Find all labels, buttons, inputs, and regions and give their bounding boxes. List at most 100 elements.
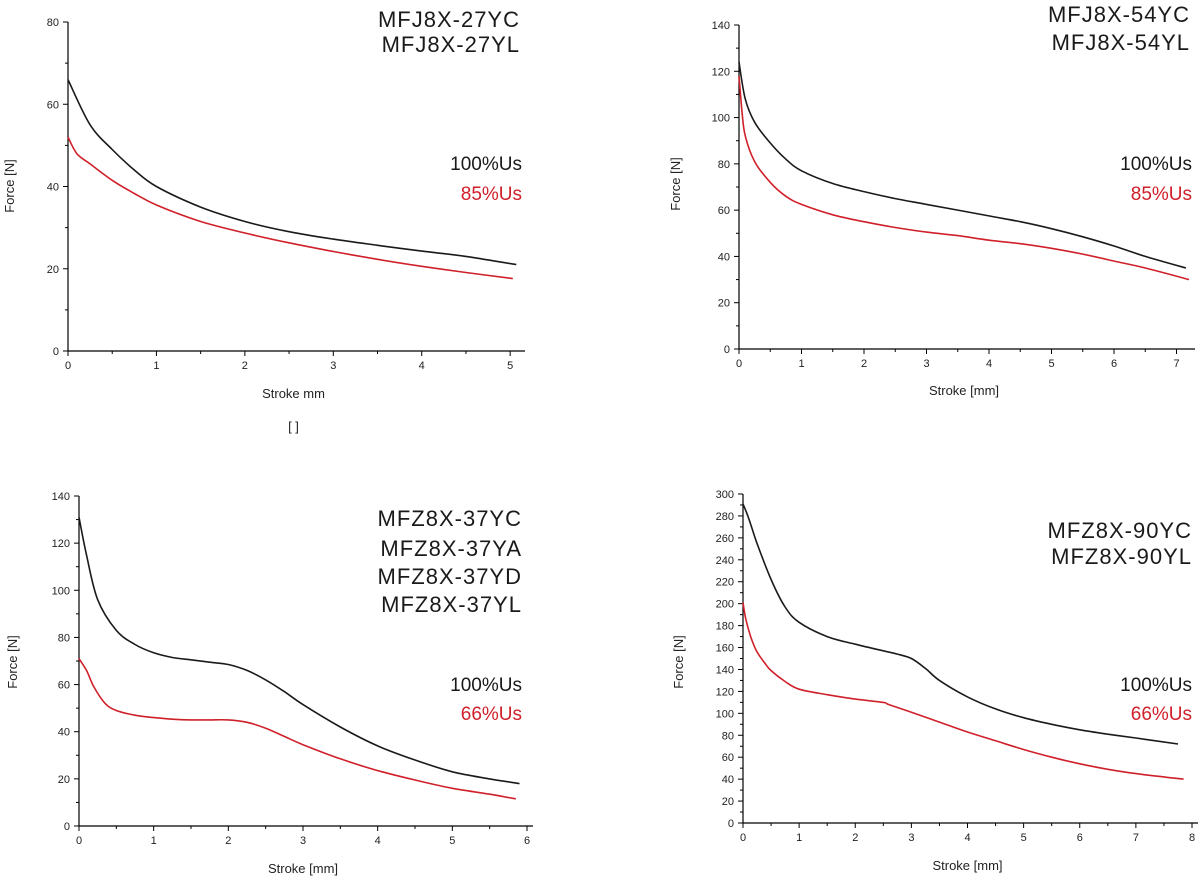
y-tick-label: 20 (722, 796, 734, 808)
x-tick-label: 3 (923, 358, 929, 370)
x-tick-label: 6 (524, 835, 530, 847)
x-axis-label: Stroke [mm] (929, 383, 999, 398)
x-tick-label: 5 (507, 360, 513, 372)
y-axis-label: Force [N] (2, 159, 17, 212)
y-tick-label: 160 (716, 643, 734, 655)
y-tick-label: 60 (718, 205, 730, 217)
x-tick-label: 4 (964, 832, 970, 844)
chart-panel-4: 0 1 2 3 4 5 6 7 80204060801001201401601802002202… (671, 489, 1198, 873)
y-tick-label: 100 (716, 708, 734, 720)
legend-label-1: 100%Us (450, 675, 522, 696)
x-tick-label: 4 (986, 358, 992, 370)
y-tick-label: 80 (47, 17, 59, 29)
x-tick-label: 4 (375, 835, 381, 847)
y-tick-label: 120 (52, 538, 70, 550)
x-tick-label: 7 (1133, 832, 1139, 844)
x-tick-label: 1 (798, 358, 804, 370)
series-line-2 (78, 658, 516, 800)
y-tick-label: 20 (58, 774, 70, 786)
y-tick-label: 120 (712, 66, 730, 78)
y-tick-label: 60 (722, 752, 734, 764)
series-line-2 (738, 75, 1190, 281)
y-tick-label: 240 (716, 555, 734, 567)
model-name: MFZ8X-37YD (378, 564, 522, 589)
y-tick-label: 120 (716, 686, 734, 698)
x-axis-label: Stroke [mm] (932, 858, 1002, 873)
series-line-1 (78, 517, 520, 785)
legend-label-1: 100%Us (1120, 675, 1192, 696)
x-tick-label: 6 (1077, 832, 1083, 844)
y-tick-label: 0 (728, 818, 734, 830)
y-tick-label: 100 (712, 113, 730, 125)
y-tick-label: 60 (58, 680, 70, 692)
y-tick-label: 60 (47, 99, 59, 111)
model-name: MFZ8X-37YA (380, 536, 522, 561)
y-tick-label: 100 (52, 585, 70, 597)
model-name: MFJ8X-27YC (378, 7, 520, 32)
legend-label-2: 85%Us (1131, 184, 1192, 205)
x-tick-label: 5 (1048, 358, 1054, 370)
x-tick-label: 2 (861, 358, 867, 370)
y-tick-label: 260 (716, 533, 734, 545)
legend-label-2: 85%Us (461, 184, 522, 205)
x-tick-label: 5 (449, 835, 455, 847)
x-tick-label: 1 (151, 835, 157, 847)
x-tick-label: 6 (1111, 358, 1117, 370)
model-name: MFJ8X-54YL (1052, 30, 1190, 55)
series-line-1 (67, 79, 517, 266)
x-tick-label: 0 (76, 835, 82, 847)
model-name: MFZ8X-37YC (378, 506, 522, 531)
series-line-1 (742, 503, 1179, 745)
legend-label-1: 100%Us (450, 154, 522, 175)
y-axis-label: Force [N] (5, 635, 20, 688)
model-name: MFJ8X-27YL (382, 32, 520, 57)
y-tick-label: 80 (718, 159, 730, 171)
y-tick-label: 0 (724, 344, 730, 356)
y-tick-label: 220 (716, 577, 734, 589)
x-tick-label: 0 (736, 358, 742, 370)
series-line-2 (67, 136, 513, 280)
x-tick-label: 0 (65, 360, 71, 372)
y-tick-label: 200 (716, 599, 734, 611)
x-tick-label: 3 (330, 360, 336, 372)
x-tick-label: 7 (1173, 358, 1179, 370)
y-tick-label: 40 (722, 774, 734, 786)
series-line-2 (742, 602, 1184, 780)
x-tick-label: 1 (153, 360, 159, 372)
x-axis-label: Stroke mm (262, 386, 325, 401)
y-axis-label: Force [N] (671, 635, 686, 688)
legend-label-1: 100%Us (1120, 154, 1192, 175)
x-axis-unit-brackets: [ ] (288, 419, 299, 434)
chart-panel-1: 0 1 2 3 4 5 0 20 40 60 80 Stroke mm [ ] Force [N] 100%… (2, 7, 525, 434)
series-line-1 (738, 61, 1187, 269)
y-tick-label: 280 (716, 511, 734, 523)
model-name: MFZ8X-90YC (1048, 518, 1192, 543)
chart-panel-2: 0 1 2 3 4 5 6 7 0 20 40 60 80 100 120 140 Stroke [mm] For… (668, 2, 1195, 398)
legend-label-2: 66%Us (461, 704, 522, 725)
x-tick-label: 3 (300, 835, 306, 847)
y-tick-label: 140 (712, 20, 730, 32)
x-tick-label: 2 (225, 835, 231, 847)
y-tick-label: 0 (64, 821, 70, 833)
y-tick-label: 140 (716, 664, 734, 676)
y-tick-label: 80 (58, 632, 70, 644)
y-tick-label: 140 (52, 491, 70, 503)
y-tick-label: 0 (53, 346, 59, 358)
y-tick-label: 20 (718, 298, 730, 310)
y-axis-label: Force [N] (668, 157, 683, 210)
model-name: MFJ8X-54YC (1048, 2, 1190, 27)
y-tick-label: 40 (47, 182, 59, 194)
x-tick-label: 3 (908, 832, 914, 844)
x-tick-label: 0 (740, 832, 746, 844)
y-tick-label: 300 (716, 489, 734, 501)
legend-label-2: 66%Us (1131, 704, 1192, 725)
x-tick-label: 5 (1021, 832, 1027, 844)
x-tick-label: 4 (419, 360, 425, 372)
y-tick-label: 180 (716, 621, 734, 633)
x-axis-label: Stroke [mm] (268, 861, 338, 876)
y-tick-label: 80 (722, 730, 734, 742)
y-tick-label: 40 (718, 251, 730, 263)
